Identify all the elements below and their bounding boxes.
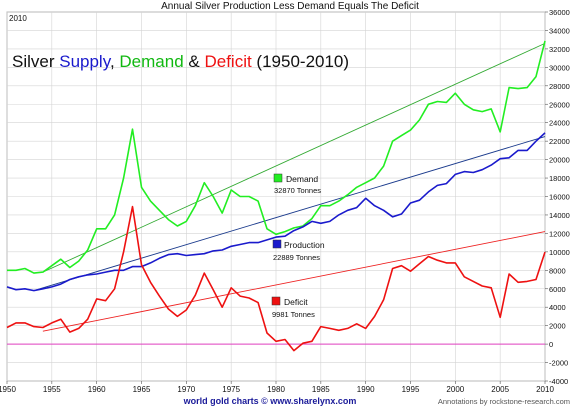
x-tick-label: 2005 [491, 385, 509, 394]
y-tick-label: 20000 [549, 156, 570, 165]
x-tick-label: 1990 [357, 385, 375, 394]
y-tick-label: 36000 [549, 8, 570, 17]
y-tick-label: 18000 [549, 174, 570, 183]
y-tick-label: 2000 [549, 322, 566, 331]
production-legend-value: 22889 Tonnes [273, 253, 320, 262]
x-tick-label: 1950 [0, 385, 16, 394]
data-series [6, 40, 546, 352]
y-tick-label: 32000 [549, 45, 570, 54]
y-tick-label: 0 [549, 340, 553, 349]
trendline-deficit [42, 231, 546, 332]
x-tick-label: 1970 [177, 385, 195, 394]
headline: Silver Supply, Demand & Deficit (1950-20… [12, 52, 349, 71]
production-legend-name: Production [284, 240, 325, 250]
x-tick-label: 1955 [43, 385, 61, 394]
headline-part-demand: Demand [119, 52, 183, 71]
y-tick-label: 30000 [549, 63, 570, 72]
demand-legend-value: 32870 Tonnes [274, 186, 321, 195]
y-tick-label: -4000 [549, 377, 568, 386]
x-tick-label: 2010 [536, 385, 554, 394]
headline-part-comma: , [110, 52, 119, 71]
y-tick-label: 14000 [549, 211, 570, 220]
corner-year: 2010 [9, 14, 27, 23]
y-axis-ticks: -4000 -2000 0 2000 4000 6000 8000 10000 12000 140… [545, 8, 570, 386]
y-tick-label: 26000 [549, 100, 570, 109]
headline-part-amp: & [184, 52, 205, 71]
production-legend-swatch [272, 239, 282, 249]
headline-part-years: (1950-2010) [252, 52, 349, 71]
chart-title: Annual Silver Production Less Demand Equ… [161, 1, 419, 12]
y-tick-label: 8000 [549, 266, 566, 275]
headline-part-deficit: Deficit [204, 52, 252, 71]
series-line-demand [7, 40, 546, 274]
x-axis-ticks: 1950 1955 1960 1965 1970 1975 1980 1985 1990 1995… [0, 381, 554, 394]
demand-legend-name: Demand [286, 174, 318, 184]
y-tick-label: 6000 [549, 285, 566, 294]
x-tick-label: 1975 [222, 385, 240, 394]
x-tick-label: 2000 [446, 385, 464, 394]
trendline-production [33, 136, 546, 292]
footer-source: world gold charts © www.sharelynx.com [183, 396, 357, 406]
y-tick-label: 12000 [549, 229, 570, 238]
x-tick-label: 1960 [88, 385, 106, 394]
y-tick-label: -2000 [549, 359, 568, 368]
y-tick-label: 34000 [549, 26, 570, 35]
footer-annotations: Annotations by rockstone-research.com [438, 397, 570, 406]
series-line-deficit [6, 205, 546, 352]
y-tick-label: 24000 [549, 119, 570, 128]
x-tick-label: 1985 [312, 385, 330, 394]
y-tick-label: 16000 [549, 193, 570, 202]
deficit-legend-swatch [271, 296, 281, 306]
x-tick-label: 1995 [402, 385, 420, 394]
x-tick-label: 1980 [267, 385, 285, 394]
headline-part-supply: Supply [59, 52, 111, 71]
headline-part-silver: Silver [12, 52, 59, 71]
y-tick-label: 28000 [549, 82, 570, 91]
x-tick-label: 1965 [133, 385, 151, 394]
y-tick-label: 10000 [549, 248, 570, 257]
series-line-production [6, 132, 546, 292]
deficit-legend-value: 9981 Tonnes [272, 310, 315, 319]
y-tick-label: 22000 [549, 137, 570, 146]
deficit-legend-name: Deficit [284, 297, 308, 307]
y-tick-label: 4000 [549, 303, 566, 312]
demand-legend-swatch [273, 173, 283, 183]
